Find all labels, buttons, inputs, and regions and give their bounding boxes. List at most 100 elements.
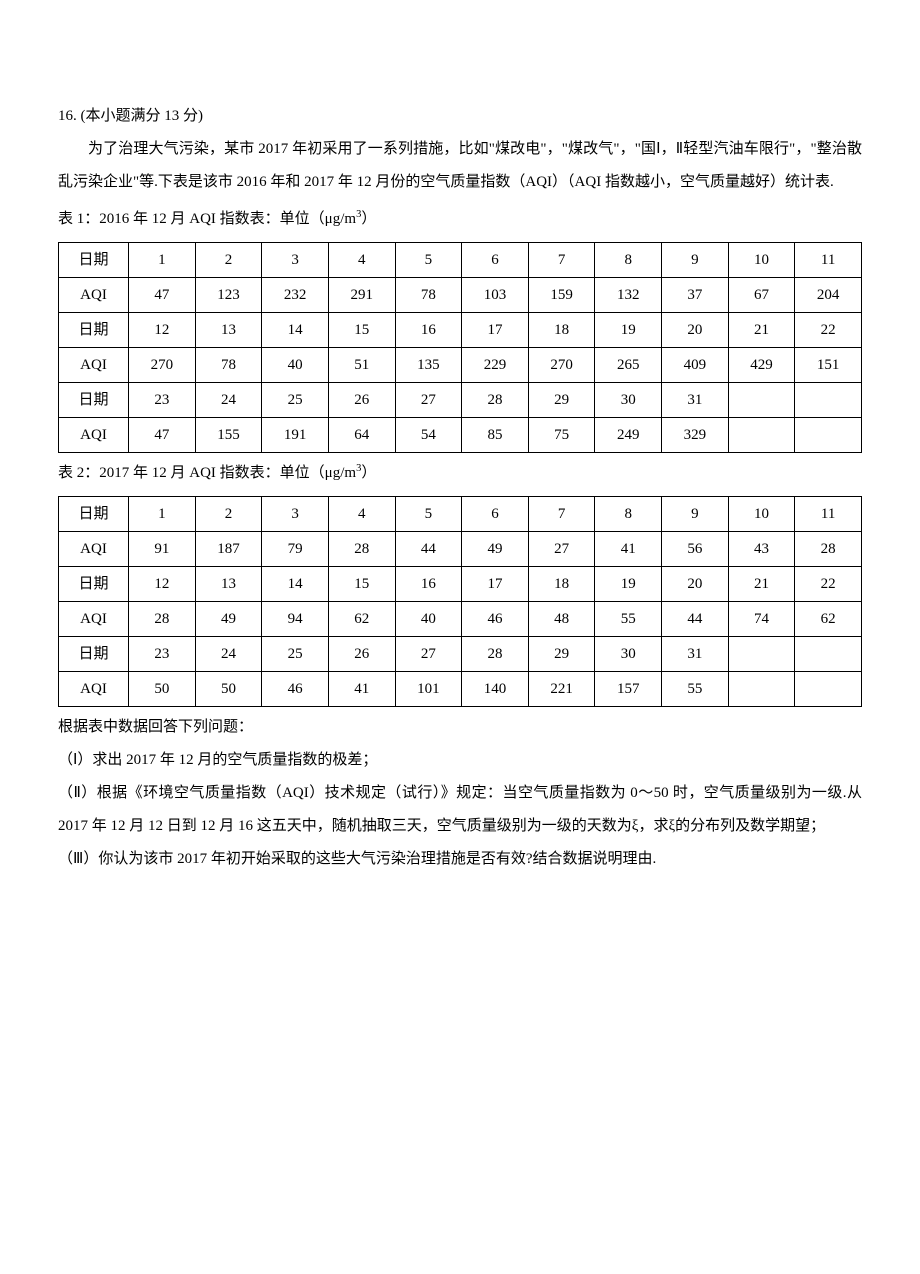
aqi-cell: 28: [795, 532, 862, 567]
row-label-date: 日期: [59, 383, 129, 418]
date-cell: 4: [328, 497, 395, 532]
date-cell: 18: [528, 567, 595, 602]
date-cell: 12: [129, 567, 196, 602]
problem-prose: 为了治理大气污染，某市 2017 年初采用了一系列措施，比如"煤改电"，"煤改气…: [58, 133, 862, 199]
table1-title: 表 1：2016 年 12 月 AQI 指数表：单位（μg/m3）: [58, 203, 862, 236]
date-cell: 31: [662, 637, 729, 672]
date-cell: 7: [528, 497, 595, 532]
aqi-cell: 229: [462, 348, 529, 383]
date-cell: 21: [728, 313, 795, 348]
row-label-aqi: AQI: [59, 532, 129, 567]
date-cell: 13: [195, 567, 262, 602]
aqi-cell: 132: [595, 278, 662, 313]
table2-title-suffix: ）: [361, 465, 376, 481]
date-cell: [795, 383, 862, 418]
aqi-cell: 409: [662, 348, 729, 383]
date-cell: 29: [528, 637, 595, 672]
date-cell: 2: [195, 243, 262, 278]
aqi-cell: 47: [129, 418, 196, 453]
date-cell: 3: [262, 243, 329, 278]
date-cell: 13: [195, 313, 262, 348]
aqi-cell: 91: [129, 532, 196, 567]
date-cell: 16: [395, 313, 462, 348]
date-cell: 6: [462, 243, 529, 278]
aqi-cell: 204: [795, 278, 862, 313]
question-1: （Ⅰ）求出 2017 年 12 月的空气质量指数的极差；: [58, 744, 862, 777]
date-cell: 26: [328, 637, 395, 672]
aqi-cell: 48: [528, 602, 595, 637]
row-label-date: 日期: [59, 243, 129, 278]
aqi-cell: 94: [262, 602, 329, 637]
aqi-cell: 159: [528, 278, 595, 313]
aqi-cell: 40: [395, 602, 462, 637]
aqi-cell: 28: [328, 532, 395, 567]
aqi-cell: 50: [195, 672, 262, 707]
aqi-cell: 85: [462, 418, 529, 453]
row-label-aqi: AQI: [59, 418, 129, 453]
date-cell: 23: [129, 637, 196, 672]
date-cell: 20: [662, 567, 729, 602]
aqi-cell: 329: [662, 418, 729, 453]
table2-title: 表 2：2017 年 12 月 AQI 指数表：单位（μg/m3）: [58, 457, 862, 490]
aqi-cell: 54: [395, 418, 462, 453]
aqi-cell: 74: [728, 602, 795, 637]
date-cell: 12: [129, 313, 196, 348]
date-cell: 22: [795, 313, 862, 348]
unit-ugm3: μg/m3: [325, 211, 362, 227]
aqi-cell: 44: [662, 602, 729, 637]
row-label-aqi: AQI: [59, 602, 129, 637]
aqi-cell: 41: [595, 532, 662, 567]
aqi-cell: 232: [262, 278, 329, 313]
date-cell: 19: [595, 313, 662, 348]
date-cell: 4: [328, 243, 395, 278]
date-cell: 16: [395, 567, 462, 602]
aqi-cell: 41: [328, 672, 395, 707]
aqi-cell: 46: [262, 672, 329, 707]
date-cell: 23: [129, 383, 196, 418]
aqi-cell: [728, 418, 795, 453]
aqi-cell: 49: [462, 532, 529, 567]
row-label-aqi: AQI: [59, 348, 129, 383]
aqi-cell: 27: [528, 532, 595, 567]
aqi-cell: 191: [262, 418, 329, 453]
row-label-aqi: AQI: [59, 278, 129, 313]
aqi-cell: 46: [462, 602, 529, 637]
question-number: 16. (本小题满分 13 分): [58, 100, 862, 133]
aqi-cell: 75: [528, 418, 595, 453]
aqi-table-2016: 日期1234567891011AQI4712323229178103159132…: [58, 242, 862, 453]
date-cell: 17: [462, 313, 529, 348]
aqi-cell: 291: [328, 278, 395, 313]
row-label-date: 日期: [59, 567, 129, 602]
date-cell: 24: [195, 637, 262, 672]
date-cell: 18: [528, 313, 595, 348]
question-2: （Ⅱ）根据《环境空气质量指数（AQI）技术规定（试行）》规定：当空气质量指数为 …: [58, 777, 862, 843]
date-cell: 9: [662, 243, 729, 278]
date-cell: 31: [662, 383, 729, 418]
aqi-cell: 62: [328, 602, 395, 637]
aqi-cell: 429: [728, 348, 795, 383]
aqi-cell: 55: [595, 602, 662, 637]
aqi-table-2017: 日期1234567891011AQI9118779284449274156432…: [58, 496, 862, 707]
date-cell: 19: [595, 567, 662, 602]
table2-title-prefix: 表 2：2017 年 12 月 AQI 指数表：单位（: [58, 465, 325, 481]
date-cell: 30: [595, 383, 662, 418]
date-cell: 29: [528, 383, 595, 418]
aqi-cell: 221: [528, 672, 595, 707]
date-cell: 26: [328, 383, 395, 418]
aqi-cell: 64: [328, 418, 395, 453]
date-cell: 28: [462, 637, 529, 672]
date-cell: 17: [462, 567, 529, 602]
aqi-cell: [728, 672, 795, 707]
aqi-cell: 249: [595, 418, 662, 453]
aqi-cell: 103: [462, 278, 529, 313]
date-cell: 15: [328, 567, 395, 602]
row-label-aqi: AQI: [59, 672, 129, 707]
aqi-cell: 43: [728, 532, 795, 567]
date-cell: 27: [395, 637, 462, 672]
aqi-cell: 270: [528, 348, 595, 383]
date-cell: 8: [595, 243, 662, 278]
aqi-cell: 44: [395, 532, 462, 567]
date-cell: 10: [728, 243, 795, 278]
date-cell: 2: [195, 497, 262, 532]
aqi-cell: 40: [262, 348, 329, 383]
